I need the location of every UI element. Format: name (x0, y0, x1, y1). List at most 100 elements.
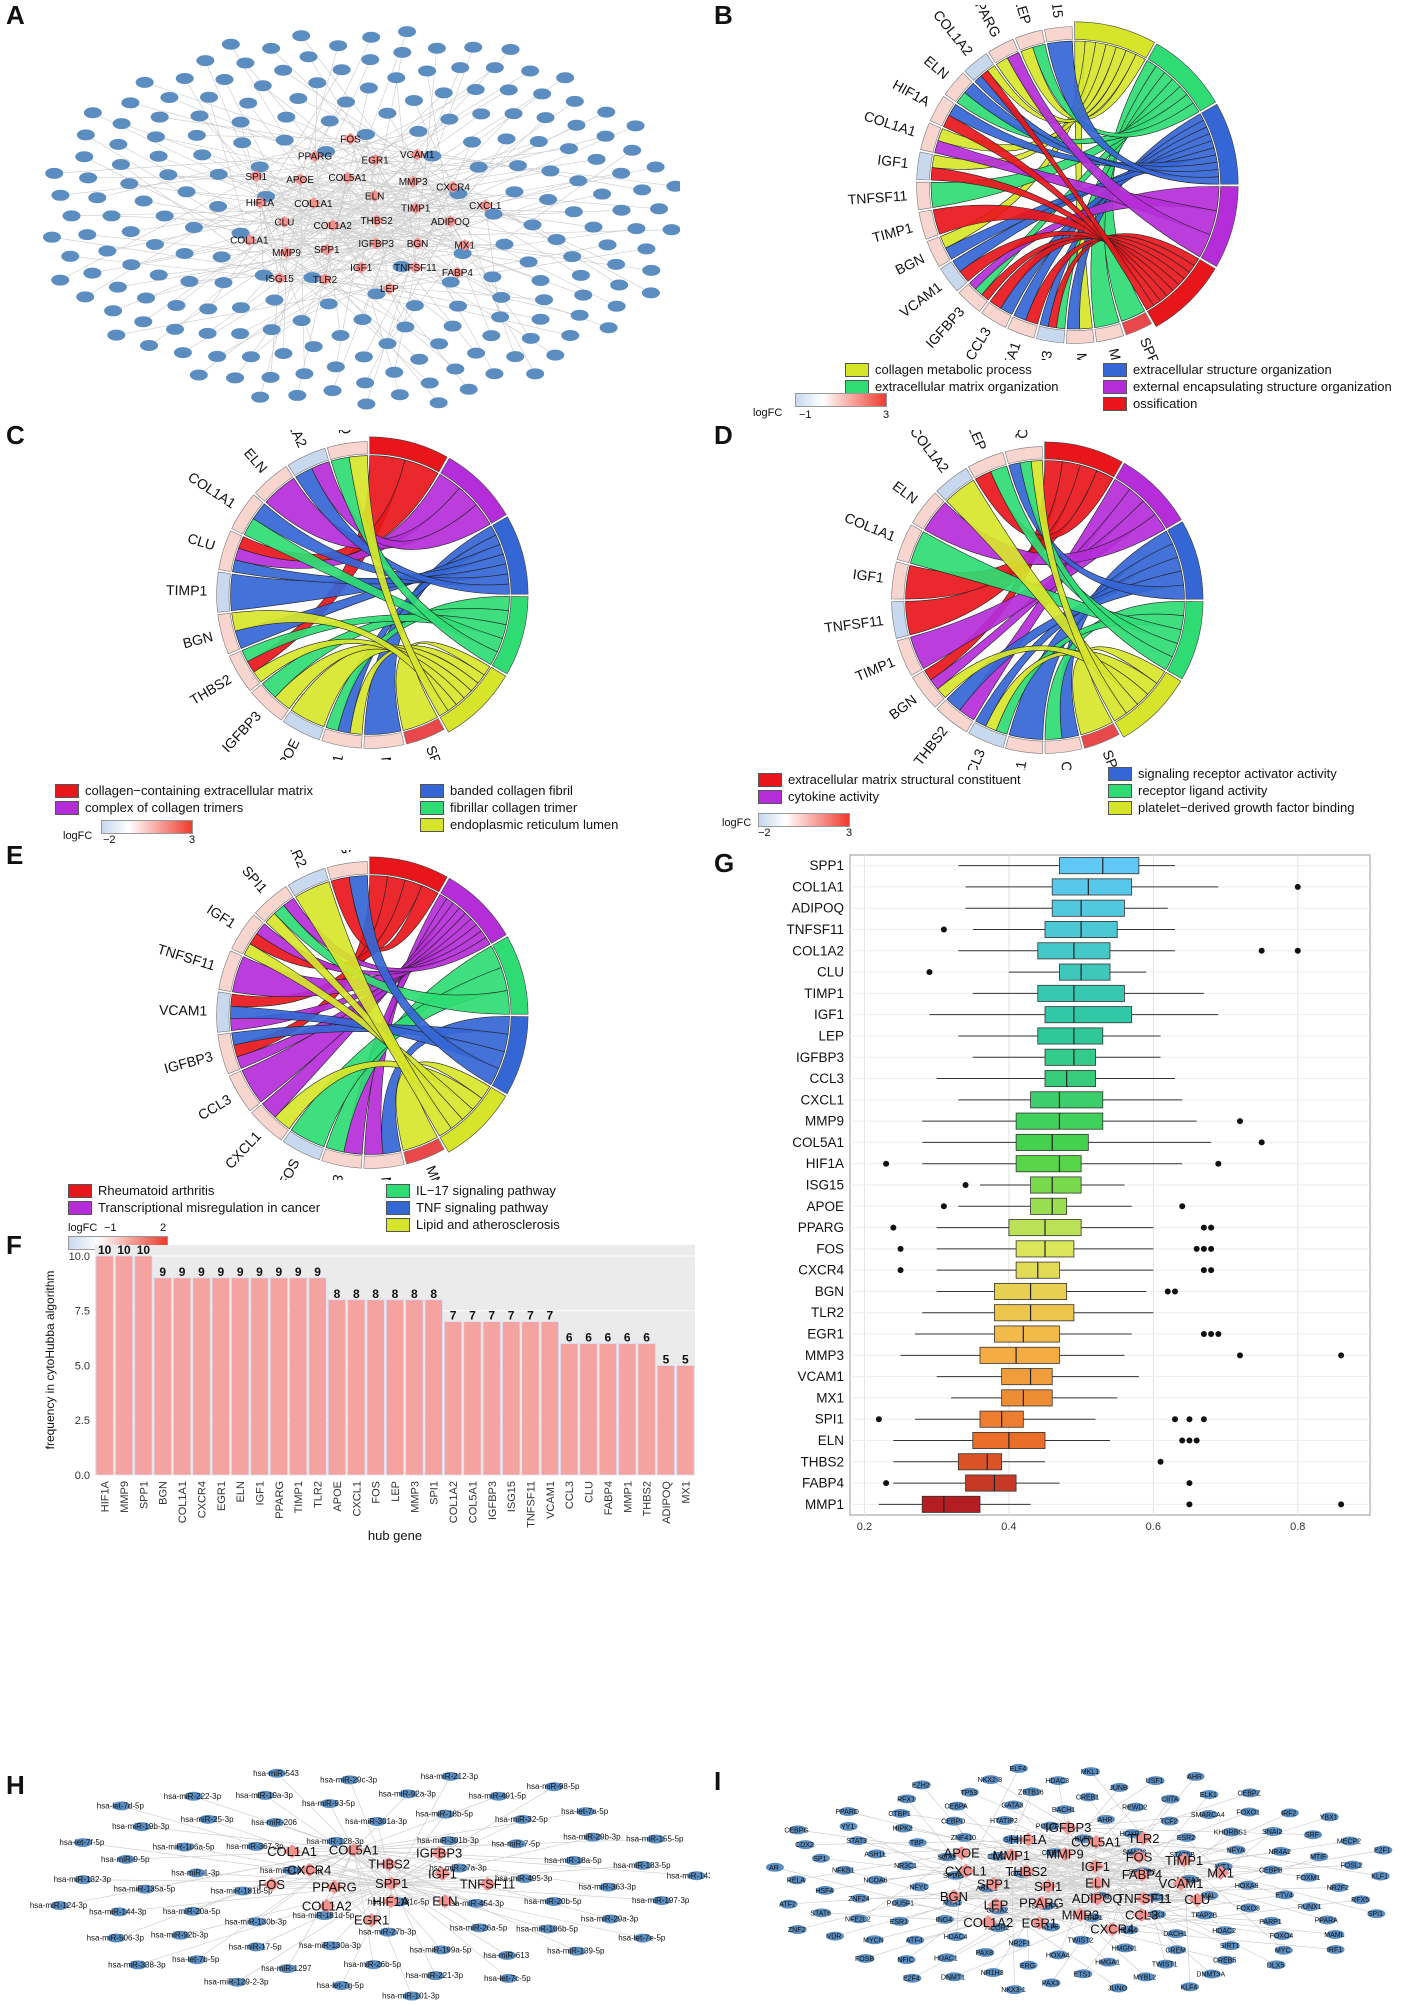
node-label: hsa-let-7g-5p (317, 1981, 365, 1990)
logfc-min: −2 (758, 827, 771, 839)
gene-node (418, 65, 437, 77)
gene-node (451, 62, 470, 74)
network-edge (249, 229, 672, 241)
gene-node (353, 313, 372, 325)
gene-node (850, 1893, 869, 1903)
network-edge (299, 138, 351, 180)
network-edge (279, 138, 351, 279)
node-label: PPARD (835, 1809, 859, 1816)
legend-swatch (1103, 379, 1127, 394)
box (1051, 899, 1125, 917)
box (1001, 1368, 1053, 1386)
node-label: hsa-miR-144-3p (89, 1907, 147, 1916)
gene-node (187, 1955, 206, 1965)
y-tick-label: THBS2 (800, 1454, 844, 1469)
gene-node (571, 269, 590, 281)
hub-label: LEP (380, 284, 399, 295)
gene-node (361, 54, 380, 66)
gene-node (564, 206, 583, 218)
network-edge (84, 156, 250, 241)
x-tick-label: ADIPOQ (661, 1481, 673, 1524)
gene-node (132, 1822, 151, 1832)
gene-node (303, 272, 322, 284)
y-tick-label: VCAM1 (797, 1369, 844, 1384)
gene-node (508, 160, 527, 172)
gene-node (499, 1973, 518, 1983)
node-label: JUNO (1108, 1985, 1128, 1992)
hub-label: IGF1 (1081, 1859, 1110, 1874)
network-edge (237, 1883, 392, 1983)
network-edge (313, 203, 377, 221)
network-edge (1141, 1794, 1210, 1875)
outlier-point (1237, 1352, 1243, 1359)
node-label: WT1 (1215, 1864, 1230, 1871)
network-edge (256, 1849, 354, 1923)
gene-arc (967, 452, 1007, 479)
gene-node (867, 1875, 886, 1885)
box (1059, 857, 1140, 875)
outlier-point (1338, 1352, 1345, 1359)
hub-label: MMP9 (272, 248, 301, 259)
gene-label: ELN (890, 478, 921, 507)
gene-node (627, 223, 646, 235)
box (1037, 984, 1125, 1002)
network-edge (259, 202, 465, 246)
gene-node (556, 72, 575, 84)
network-edge (286, 159, 376, 253)
node-label: hsa-miR-135a-5p (113, 1885, 175, 1894)
chord-ribbon (975, 556, 1182, 727)
network-edge (350, 138, 458, 273)
outlier-point (1193, 1437, 1200, 1444)
gene-node (472, 108, 491, 120)
network-edge (1011, 1855, 1142, 1916)
network-edge (1080, 1860, 1185, 1916)
node-label: ATF4 (906, 1938, 923, 1945)
bar-value-label: 8 (334, 1287, 341, 1301)
bar (153, 1277, 172, 1476)
x-tick-label: FABP4 (603, 1481, 615, 1515)
network-edge (353, 1840, 450, 1851)
network-edge (259, 202, 314, 204)
gene-node (469, 161, 488, 173)
node-label: GATA2 (986, 1908, 1008, 1915)
hub-label: FABP4 (442, 268, 474, 279)
node-label: TBP (910, 1840, 924, 1847)
chord-ribbon (348, 455, 449, 717)
gene-node (1216, 1926, 1235, 1936)
network-edge (391, 1883, 508, 1956)
network-edge (242, 1883, 392, 1892)
chord-ribbon (946, 570, 1185, 711)
gene-node (1273, 1931, 1292, 1941)
network-edge (353, 1811, 586, 1851)
gene-label: MMP3 (1033, 349, 1055, 360)
hub-node (1019, 1832, 1037, 1847)
gene-node (981, 1775, 1000, 1785)
node-label: AHR (1098, 1817, 1113, 1824)
node-label: ATF2 (779, 1902, 796, 1909)
network-edge (391, 1883, 643, 1939)
network-edge (374, 159, 495, 374)
node-label: E2F1 (1374, 1848, 1391, 1855)
x-tick-label: MMP9 (119, 1481, 131, 1513)
network-edge (1026, 1871, 1142, 1875)
network-edge (332, 77, 566, 226)
node-label: SREBF1 (1032, 1903, 1059, 1910)
network-edge (374, 195, 594, 228)
bar-value-label: 7 (450, 1309, 457, 1323)
hub-node (1002, 1848, 1021, 1863)
gene-arc (282, 710, 324, 741)
gene-node (646, 1834, 665, 1844)
network-edge (353, 1849, 374, 1965)
x-tick-label: IGF1 (255, 1481, 267, 1505)
gene-label: MMP9 (378, 756, 398, 760)
gene-arc (403, 718, 445, 745)
gene-node (1274, 1945, 1293, 1955)
node-label: HSF4 (815, 1888, 833, 1895)
node-label: hsa-miR-367-3p (226, 1842, 284, 1851)
hub-label: BGN (407, 239, 429, 250)
gene-arc (326, 861, 368, 880)
bar (308, 1277, 327, 1476)
node-label: hsa-miR-181a-5p (260, 1866, 322, 1875)
gene-node (251, 391, 270, 403)
gene-node (439, 1836, 458, 1846)
